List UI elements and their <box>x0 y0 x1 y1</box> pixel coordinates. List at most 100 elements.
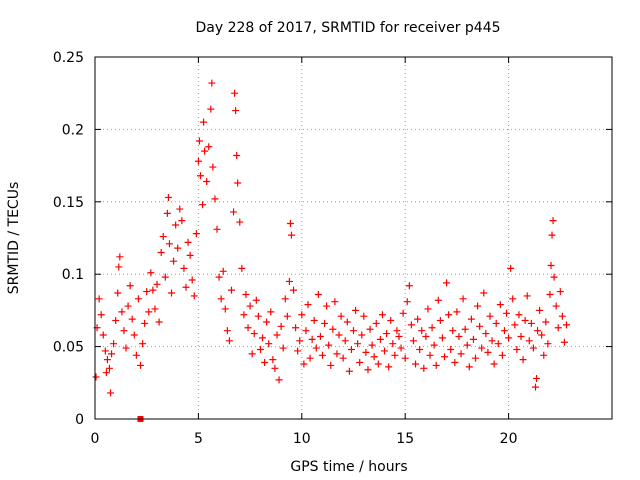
data-point <box>447 345 455 353</box>
data-point <box>538 331 546 339</box>
data-point <box>233 151 241 159</box>
data-point <box>563 321 571 329</box>
data-point <box>174 244 182 252</box>
data-point <box>170 257 178 265</box>
data-point <box>465 363 473 371</box>
data-point <box>325 341 333 349</box>
data-point <box>195 137 203 145</box>
data-point <box>401 354 409 362</box>
data-point <box>531 383 539 391</box>
data-point <box>118 308 126 316</box>
data-point <box>132 351 140 359</box>
data-point <box>405 282 413 290</box>
plot-frame <box>94 56 613 420</box>
data-point <box>536 306 544 314</box>
data-point <box>201 147 209 155</box>
data-point <box>294 347 302 355</box>
data-point <box>457 350 465 358</box>
data-point <box>523 292 531 300</box>
data-point <box>414 315 422 323</box>
data-point <box>484 348 492 356</box>
data-point <box>221 305 229 313</box>
data-point <box>345 367 353 375</box>
data-point <box>490 360 498 368</box>
data-point <box>407 321 415 329</box>
data-point <box>279 344 287 352</box>
data-point <box>513 345 521 353</box>
data-point <box>550 273 558 281</box>
data-point <box>308 335 316 343</box>
data-point <box>430 341 438 349</box>
data-point <box>213 225 221 233</box>
data-point <box>496 301 504 309</box>
data-point <box>341 337 349 345</box>
data-point <box>486 312 494 320</box>
data-point <box>352 306 360 314</box>
data-point <box>428 324 436 332</box>
data-point <box>188 276 196 284</box>
data-point <box>354 340 362 348</box>
data-point <box>358 331 366 339</box>
data-point <box>469 335 477 343</box>
chart-title: Day 228 of 2017, SRMTID for receiver p44… <box>195 20 500 36</box>
data-point <box>463 341 471 349</box>
data-point <box>381 347 389 355</box>
data-point <box>99 331 107 339</box>
data-point <box>366 325 374 333</box>
data-point <box>455 332 463 340</box>
data-point <box>225 337 233 345</box>
data-point <box>548 231 556 239</box>
data-point <box>480 289 488 297</box>
data-point <box>434 296 442 304</box>
data-point <box>370 353 378 361</box>
data-point <box>207 105 215 113</box>
data-point <box>503 309 511 317</box>
data-point <box>339 354 347 362</box>
data-point <box>515 311 523 319</box>
data-point <box>549 217 557 225</box>
data-point <box>112 317 120 325</box>
data-point <box>209 163 217 171</box>
data-point <box>517 332 525 340</box>
data-point <box>120 327 128 335</box>
data-points <box>92 79 571 422</box>
data-point <box>250 330 258 338</box>
y-axis-label: SRMTID / TECUs <box>6 182 22 295</box>
y-tick-label: 0.1 <box>62 267 84 283</box>
data-point <box>286 220 294 228</box>
data-point <box>488 337 496 345</box>
data-point <box>163 209 171 217</box>
data-point <box>451 359 459 367</box>
data-point <box>275 376 283 384</box>
y-ticks: 0 0.05 0.1 0.15 0.2 0.25 <box>53 50 612 428</box>
grid <box>95 57 612 419</box>
data-point <box>544 340 552 348</box>
data-point <box>242 290 250 298</box>
data-point <box>420 364 428 372</box>
data-point <box>529 344 537 352</box>
data-point <box>540 351 548 359</box>
data-point <box>461 325 469 333</box>
data-point <box>232 107 240 115</box>
data-point <box>116 253 124 261</box>
data-point <box>215 273 223 281</box>
data-point <box>283 312 291 320</box>
data-point <box>196 172 204 180</box>
data-point <box>128 315 136 323</box>
data-point <box>436 317 444 325</box>
data-point <box>122 344 130 352</box>
data-point <box>533 374 541 382</box>
data-point <box>453 308 461 316</box>
data-point <box>101 347 109 355</box>
data-point <box>343 318 351 326</box>
data-point <box>534 327 542 335</box>
data-point <box>103 356 111 364</box>
data-point <box>397 344 405 352</box>
data-point <box>527 319 535 327</box>
data-point <box>153 280 161 288</box>
data-point <box>292 324 300 332</box>
data-point <box>432 361 440 369</box>
data-point <box>281 295 289 303</box>
data-point <box>507 264 515 272</box>
